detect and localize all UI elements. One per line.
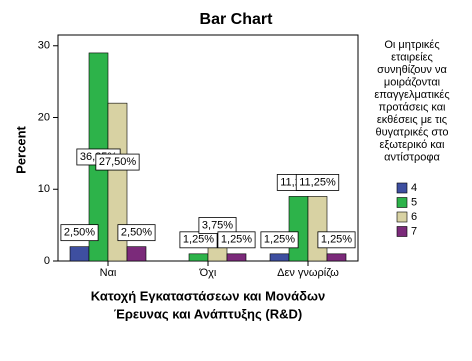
value-label-box: [317, 231, 356, 249]
value-label: 1,25%: [321, 234, 352, 246]
value-label-box: [117, 224, 156, 242]
legend-label: 7: [411, 225, 417, 237]
legend-swatch: [396, 182, 408, 194]
x-tick-label: Ναι: [100, 267, 117, 279]
value-label-box: [217, 231, 256, 249]
legend-title: προτάσεις και: [378, 101, 446, 113]
y-tick-label: 30: [38, 40, 50, 52]
legend-title: συνηθίζουν να: [377, 64, 447, 76]
value-label: 11,25%: [299, 176, 336, 188]
bar: [307, 196, 328, 262]
x-tick-label: Δεν γνωρίζω: [277, 267, 339, 279]
legend-label: 6: [411, 211, 417, 223]
value-label-box: [295, 174, 340, 191]
x-tick-label: Όχι: [199, 267, 217, 279]
bar: [69, 246, 90, 262]
y-axis-label: Percent: [13, 125, 28, 173]
y-tick-label: 20: [38, 111, 50, 123]
bar: [126, 246, 147, 262]
legend-swatch: [396, 226, 408, 237]
value-label: 1,25%: [183, 234, 214, 246]
legend-title: μοιράζονται: [384, 76, 441, 88]
bar: [188, 253, 209, 262]
y-tick-label: 10: [38, 183, 50, 195]
x-axis-label: Έρευνας και Ανάπτυξης (R&D): [114, 306, 302, 321]
legend-title: θυγατρικές στο: [376, 126, 449, 138]
value-label: 2,50%: [64, 227, 95, 239]
legend-title: εξωτερικό και: [380, 139, 445, 151]
legend-title: αντίστροφα: [384, 151, 440, 163]
value-label: 27,50%: [99, 156, 137, 168]
value-label: 1,25%: [221, 234, 252, 246]
chart-title: Bar Chart: [200, 11, 274, 28]
value-label-box: [260, 231, 299, 249]
legend-swatch: [396, 197, 408, 208]
legend-title: Οι μητρικές: [384, 39, 439, 51]
legend-title: επαγγελματικές: [374, 89, 449, 101]
bar: [288, 196, 309, 262]
value-label-box: [95, 153, 140, 171]
legend-label: 4: [411, 182, 417, 194]
legend-label: 5: [411, 196, 417, 208]
value-label-box: [60, 224, 99, 242]
value-label: 1,25%: [264, 234, 295, 246]
legend-swatch: [396, 211, 408, 223]
y-tick-label: 0: [44, 255, 50, 267]
bar: [226, 253, 247, 262]
legend-title: εκθέσεις με τις: [377, 114, 447, 126]
legend-title: εταιρείες: [391, 51, 433, 63]
bar: [326, 253, 347, 262]
bar: [107, 102, 128, 262]
bar: [269, 253, 290, 262]
value-label: 2,50%: [121, 227, 152, 239]
x-axis-label: Κατοχή Εγκαταστάσεων και Μονάδων: [91, 288, 326, 303]
value-label: 3,75%: [202, 219, 233, 231]
